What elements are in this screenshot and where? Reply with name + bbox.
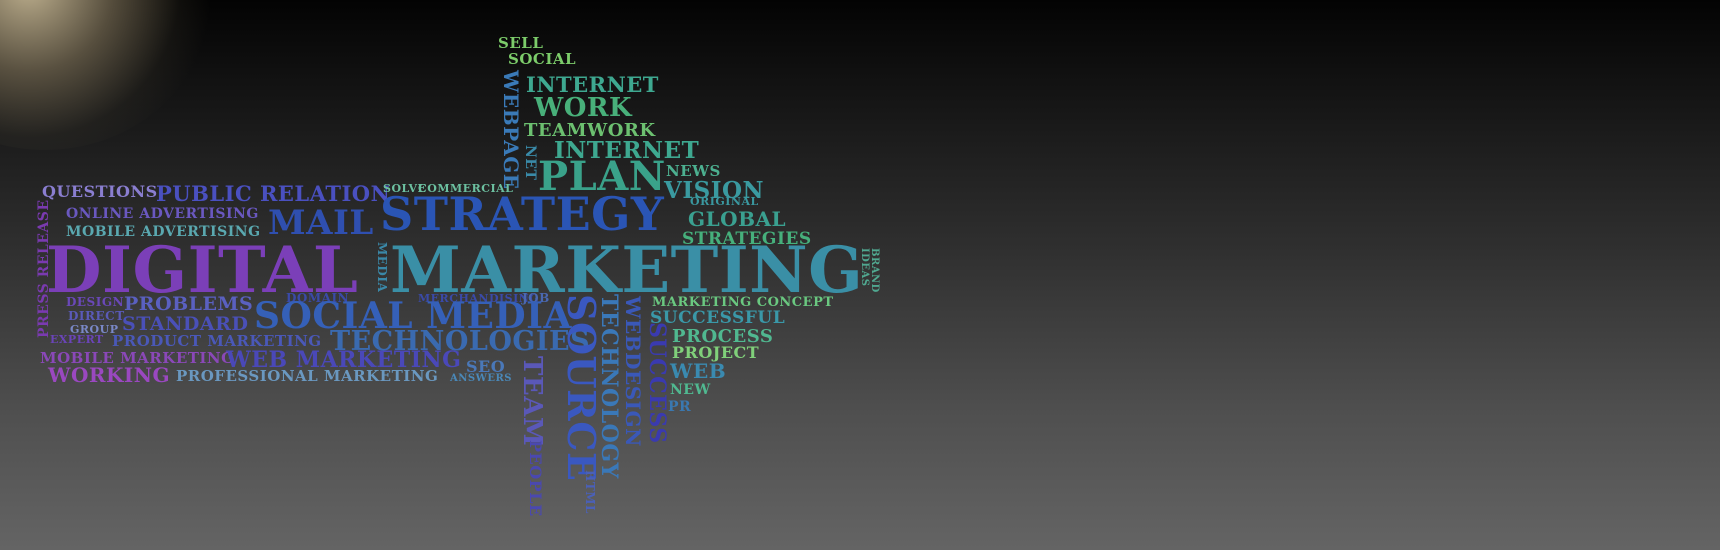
word-teamwork: TEAMWORK [524, 120, 656, 141]
word-webpage: WEBPAGE [499, 69, 523, 190]
word-social: SOCIAL [508, 50, 576, 68]
word-successful: SUCCESSFUL [650, 308, 785, 328]
word-job: JOB [521, 291, 550, 305]
word-net: NET [522, 145, 538, 180]
word-tools: INTERNET [526, 72, 659, 97]
word-strategy: STRATEGY [380, 187, 665, 241]
word-seo: SEO [466, 357, 505, 376]
word-process: PROCESS [672, 326, 773, 347]
word-direct: DIRECT [68, 309, 125, 323]
word-web-marketing: WEB MARKETING [225, 347, 461, 373]
word-technology: TECHNOLOGY [596, 294, 622, 479]
word-project: PROJECT [672, 343, 759, 362]
word-sell: SELL [498, 34, 543, 52]
word-web: WEB [669, 359, 726, 383]
word-mail: MAIL [268, 203, 374, 243]
word-questions: QUESTIONS [42, 182, 158, 201]
word-merchandising: MERCHANDISING [418, 292, 539, 305]
word-source: SOURCE [559, 294, 604, 481]
word-webdesign: WEBDESIGN [621, 295, 645, 447]
word-design: DESIGN [66, 295, 124, 309]
word-marketing-concept: MARKETING CONCEPT [652, 295, 834, 310]
word-online-advertising: ONLINE ADVERTISING [66, 206, 259, 222]
word-people: PEOPLE [526, 440, 545, 517]
word-domain: DOMAIN [286, 291, 349, 305]
word-ideas: IDEAS [859, 248, 870, 286]
word-mobile-marketing: MOBILE MARKETING [40, 349, 234, 367]
word-plan: PLAN [538, 153, 666, 200]
word-team: TEAM [517, 356, 547, 446]
word-internet: INTERNET [554, 137, 699, 164]
word-digital: DIGITAL [46, 233, 358, 308]
word-technologies: TECHNOLOGIES [330, 326, 590, 357]
word-media: MEDIA [375, 242, 389, 292]
word-success: SUCCESS [644, 322, 670, 444]
word-strategies: STRATEGIES [682, 229, 812, 249]
word-expert: EXPERT [50, 333, 104, 346]
word-press-release: PRESS RELEASE [36, 199, 52, 338]
word-new: NEW [670, 382, 711, 398]
word-marketing: MARKETING [390, 233, 863, 308]
word-solve: SOLVE [383, 182, 426, 195]
word-working: WORKING [47, 363, 170, 387]
word-original: ORIGINAL [690, 195, 759, 208]
word-vision: VISION [663, 177, 764, 204]
word-html: HTML [583, 470, 597, 514]
word-commercial: COMMERCIAL [418, 182, 513, 195]
word-brand: BRAND [869, 248, 880, 293]
word-group: GROUP [70, 323, 118, 336]
word-public-relation: PUBLIC RELATION [156, 181, 390, 206]
word-work: WORK [533, 93, 633, 123]
word-professional-marketing: PROFESSIONAL MARKETING [176, 367, 438, 385]
word-answers: ANSWERS [449, 373, 512, 384]
word-pr: PR [668, 399, 691, 415]
word-news: NEWS [666, 162, 721, 180]
word-mobile-advertising: MOBILE ADVERTISING [66, 224, 261, 240]
word-problems: PROBLEMS [124, 293, 253, 315]
word-social-media: SOCIAL MEDIA [254, 295, 572, 337]
word-product-marketing: PRODUCT MARKETING [112, 332, 322, 350]
word-global: GLOBAL [688, 207, 786, 231]
word-standard: STANDARD [122, 313, 248, 335]
